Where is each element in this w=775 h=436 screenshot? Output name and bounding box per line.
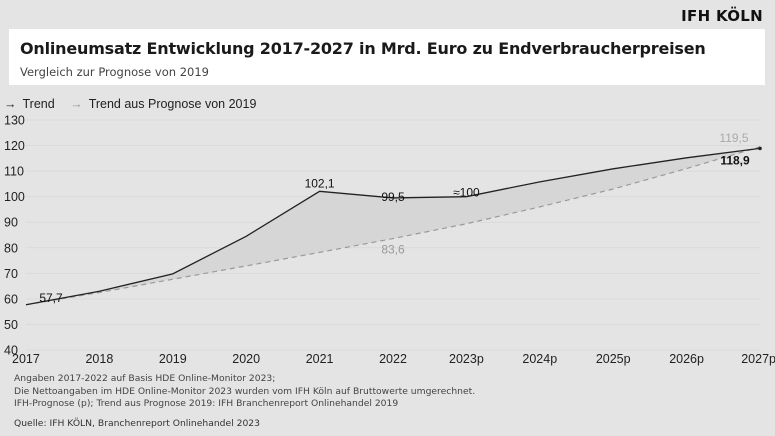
y-tick-label: 50 [4, 318, 18, 332]
title-panel: Onlineumsatz Entwicklung 2017-2027 in Mr… [9, 29, 765, 85]
x-tick-label: 2019 [159, 352, 187, 366]
legend: → Trend → Trend aus Prognose von 2019 [4, 97, 268, 111]
y-tick-label: 130 [4, 114, 25, 128]
ifh-koeln-logo: IFH KÖLN [681, 7, 763, 25]
data-label: 102,1 [305, 176, 335, 190]
legend-arrow-icon: → [4, 97, 17, 111]
y-tick-label: 70 [4, 267, 18, 281]
data-label: 119,5 [719, 131, 748, 145]
footnotes: Angaben 2017-2022 auf Basis HDE Online-M… [14, 373, 475, 411]
legend-arrow-icon: → [70, 97, 83, 111]
legend-item-prognose-2019[interactable]: → Trend aus Prognose von 2019 [70, 97, 262, 111]
footnote-line: Angaben 2017-2022 auf Basis HDE Online-M… [14, 373, 276, 384]
y-tick-label: 90 [4, 216, 18, 230]
x-tick-label: 2018 [85, 352, 113, 366]
y-tick-label: 100 [4, 190, 25, 204]
x-tick-label: 2026p [669, 352, 704, 366]
data-label: 118,9 [720, 153, 750, 167]
legend-label: Trend [22, 97, 55, 111]
source-note: Quelle: IFH KÖLN, Branchenreport Onlineh… [14, 418, 261, 429]
y-tick-label: 80 [4, 241, 18, 255]
data-label: 99,5 [381, 190, 405, 204]
data-label: 83,6 [381, 243, 405, 257]
y-tick-label: 60 [4, 292, 18, 306]
y-axis-ticks: 130 120 110 100 90 80 70 60 50 40 [4, 114, 25, 358]
data-labels: 57,7 102,1 99,5 ≈100 118,9 83,6 119,5 [39, 131, 750, 305]
x-tick-label: 2023p [449, 352, 484, 366]
data-label: 57,7 [39, 291, 63, 305]
x-tick-label: 2025p [596, 352, 631, 366]
y-tick-label: 110 [4, 165, 24, 179]
x-tick-label: 2024p [522, 352, 557, 366]
legend-item-trend[interactable]: → Trend [4, 97, 64, 111]
difference-area-fill [26, 146, 760, 305]
x-tick-label: 2022 [379, 352, 407, 366]
x-axis-ticks: 2017 2018 2019 2020 2021 2022 2023p 2024p 2025p 2… [12, 352, 775, 366]
series-line-trend [25, 147, 761, 306]
footnote-line: IFH-Prognose (p); Trend aus Prognose 201… [14, 398, 399, 409]
difference-area [26, 146, 760, 305]
x-tick-label: 2021 [306, 352, 334, 366]
data-label: ≈100 [453, 186, 480, 200]
footnote-line: Die Nettoangaben im HDE Online-Monitor 2… [14, 385, 476, 397]
x-tick-label: 2020 [232, 352, 260, 366]
chart-subtitle: Vergleich zur Prognose von 2019 [20, 65, 209, 79]
legend-label: Trend aus Prognose von 2019 [88, 97, 257, 111]
series-line-prognose-2019 [25, 146, 761, 306]
y-tick-label: 120 [4, 139, 25, 153]
y-tick-label: 40 [4, 344, 18, 358]
series-end-point [758, 146, 762, 151]
x-tick-label: 2017 [12, 352, 40, 366]
series-lines [25, 146, 762, 306]
chart-title: Onlineumsatz Entwicklung 2017-2027 in Mr… [20, 39, 706, 58]
x-tick-label: 2027p [741, 352, 775, 366]
